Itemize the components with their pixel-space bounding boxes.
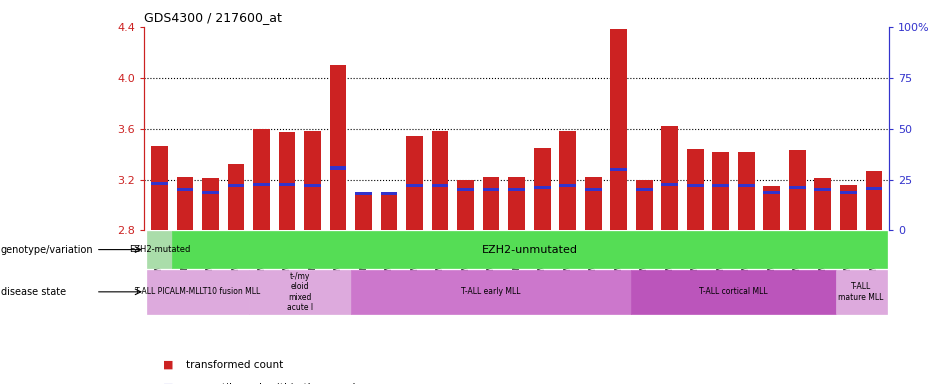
- Bar: [228, 184, 245, 187]
- Bar: [789, 150, 805, 230]
- Bar: [381, 192, 398, 195]
- Bar: [177, 188, 194, 191]
- Bar: [611, 30, 627, 230]
- Bar: [457, 188, 474, 191]
- Bar: [147, 231, 172, 268]
- Bar: [202, 178, 219, 230]
- Bar: [738, 152, 754, 230]
- Text: ■: ■: [163, 360, 173, 370]
- Text: GDS4300 / 217600_at: GDS4300 / 217600_at: [144, 11, 282, 24]
- Bar: [483, 188, 500, 191]
- Bar: [533, 148, 550, 230]
- Bar: [738, 184, 754, 187]
- Bar: [483, 177, 500, 230]
- Bar: [763, 186, 780, 230]
- Bar: [508, 188, 525, 191]
- Bar: [636, 179, 653, 230]
- Text: T-ALL cortical MLL: T-ALL cortical MLL: [699, 287, 768, 296]
- Text: genotype/variation: genotype/variation: [1, 245, 93, 255]
- Bar: [866, 170, 882, 230]
- Bar: [508, 177, 525, 230]
- Bar: [253, 129, 270, 230]
- Bar: [712, 152, 729, 230]
- Bar: [611, 168, 627, 171]
- Text: percentile rank within the sample: percentile rank within the sample: [186, 383, 362, 384]
- Text: T-ALL
mature MLL: T-ALL mature MLL: [838, 282, 884, 301]
- Bar: [631, 270, 835, 314]
- Bar: [356, 192, 372, 195]
- Bar: [279, 132, 295, 230]
- Bar: [585, 177, 601, 230]
- Bar: [815, 188, 831, 191]
- Bar: [835, 270, 886, 314]
- Bar: [560, 184, 576, 187]
- Bar: [866, 187, 882, 190]
- Bar: [661, 126, 678, 230]
- Text: ■: ■: [163, 383, 173, 384]
- Bar: [432, 131, 449, 230]
- Bar: [381, 192, 398, 230]
- Bar: [304, 131, 321, 230]
- Bar: [533, 185, 550, 189]
- Bar: [152, 182, 168, 185]
- Bar: [687, 149, 704, 230]
- Text: T-ALL early MLL: T-ALL early MLL: [462, 287, 521, 296]
- Bar: [687, 184, 704, 187]
- Text: EZH2-unmutated: EZH2-unmutated: [481, 245, 577, 255]
- Bar: [351, 270, 631, 314]
- Text: transformed count: transformed count: [186, 360, 283, 370]
- Bar: [789, 185, 805, 189]
- Bar: [712, 184, 729, 187]
- Bar: [636, 188, 653, 191]
- Bar: [432, 184, 449, 187]
- Bar: [457, 179, 474, 230]
- Bar: [407, 136, 423, 230]
- Bar: [228, 164, 245, 230]
- Text: T-ALL PICALM-MLLT10 fusion MLL: T-ALL PICALM-MLLT10 fusion MLL: [135, 287, 261, 296]
- Bar: [330, 65, 346, 230]
- Bar: [560, 131, 576, 230]
- Bar: [407, 184, 423, 187]
- Bar: [815, 178, 831, 230]
- Bar: [330, 167, 346, 170]
- Bar: [356, 194, 372, 230]
- Bar: [253, 183, 270, 186]
- Bar: [177, 177, 194, 230]
- Text: disease state: disease state: [1, 287, 66, 297]
- Bar: [152, 146, 168, 230]
- Bar: [840, 190, 857, 194]
- Bar: [585, 188, 601, 191]
- Bar: [249, 270, 351, 314]
- Bar: [202, 190, 219, 194]
- Bar: [304, 184, 321, 187]
- Bar: [661, 183, 678, 186]
- Bar: [279, 183, 295, 186]
- Bar: [763, 190, 780, 194]
- Text: t-/my
eloid
mixed
acute l: t-/my eloid mixed acute l: [287, 272, 313, 312]
- Bar: [147, 270, 249, 314]
- Bar: [840, 185, 857, 230]
- Text: EZH2-mutated: EZH2-mutated: [128, 245, 190, 254]
